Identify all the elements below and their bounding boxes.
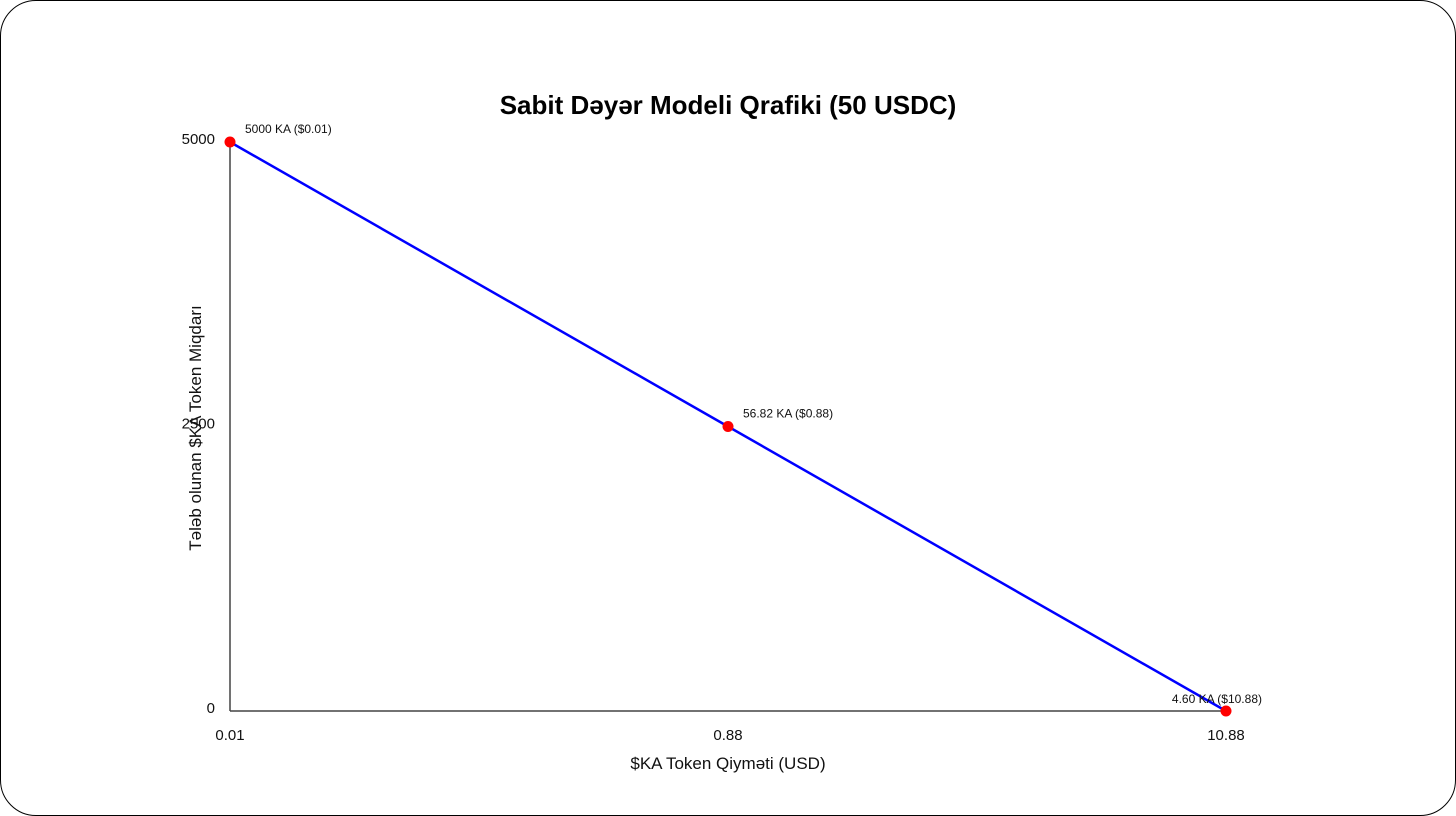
x-axis-label: $KA Token Qiyməti (USD) <box>630 754 825 773</box>
data-point <box>224 136 236 148</box>
data-point <box>1220 705 1232 717</box>
tick-labels: 0.01 0.88 10.88 5000 2500 0 <box>182 131 1245 744</box>
x-tick-label: 10.88 <box>1207 727 1245 744</box>
data-point <box>722 421 734 432</box>
data-label: 4.60 KA ($10.88) <box>1172 692 1262 706</box>
y-tick-label: 2500 <box>182 416 215 433</box>
series-group: 5000 KA ($0.01) 56.82 KA ($0.88) 4.60 KA (… <box>224 122 1262 717</box>
chart-title: Sabit Dəyər Modeli Qrafiki (50 USDC) <box>500 90 957 120</box>
y-tick-label: 5000 <box>182 131 215 148</box>
data-label: 5000 KA ($0.01) <box>245 122 332 136</box>
y-axis-label: Tələb olunan $KA Token Miqdarı <box>186 305 205 550</box>
x-tick-label: 0.88 <box>713 727 742 744</box>
axes <box>229 138 1226 712</box>
data-label: 56.82 KA ($0.88) <box>743 407 833 421</box>
x-tick-label: 0.01 <box>215 727 244 744</box>
y-tick-label: 0 <box>207 700 215 717</box>
